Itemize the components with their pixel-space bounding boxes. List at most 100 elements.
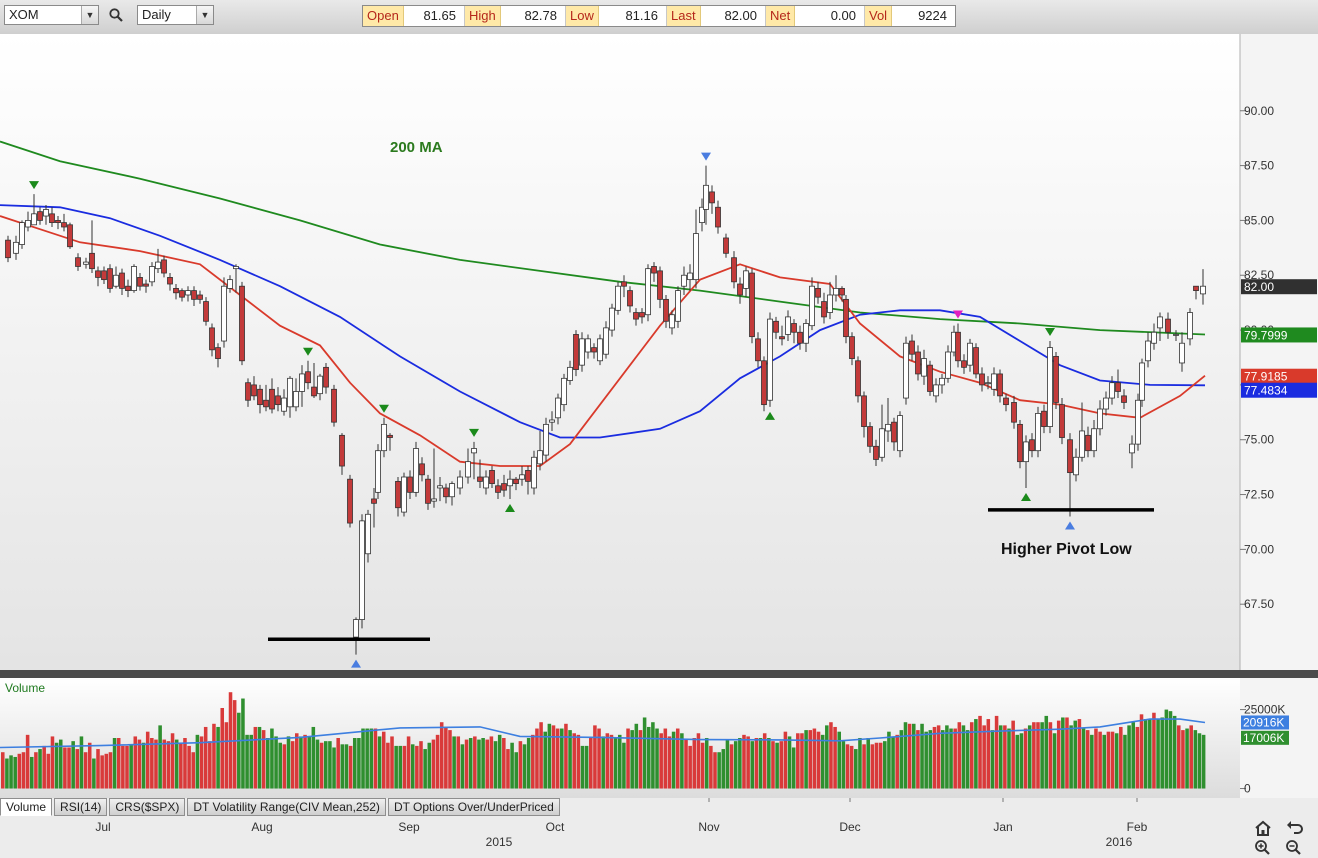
candle-down (815, 287, 821, 298)
tab-rsi[interactable]: RSI(14) (54, 798, 108, 816)
candle-down (1017, 423, 1023, 463)
chevron-down-icon[interactable]: ▼ (196, 6, 213, 24)
ma200-annotation: 200 MA (390, 139, 443, 156)
candle-down (251, 384, 257, 397)
candle-up (281, 397, 287, 412)
volume-bar-down (796, 733, 800, 789)
candle-up (25, 220, 31, 228)
volume-bar-up (543, 731, 547, 789)
candle-up (401, 476, 407, 513)
candle-up (507, 478, 513, 487)
candle-down (339, 434, 345, 467)
volume-bar-down (1152, 712, 1156, 789)
candle-up (1079, 430, 1085, 458)
candle-up (945, 351, 951, 379)
candle-up (885, 423, 891, 432)
undo-icon[interactable] (1287, 821, 1303, 834)
price-label-box (1241, 279, 1317, 295)
candle-up (299, 373, 305, 392)
volume-bar-down (729, 744, 734, 789)
volume-bar-down (34, 752, 38, 789)
volume-bar-up (791, 747, 796, 789)
price-axis-area (1240, 34, 1318, 670)
volume-bar-down (638, 730, 643, 789)
volume-bar-down (700, 742, 705, 789)
candle-down (275, 395, 281, 406)
price-label-box (1241, 368, 1317, 384)
volume-bar-up (423, 749, 427, 789)
volume-bar-down (539, 722, 543, 789)
volume-bar-up (129, 744, 133, 789)
volume-bar-up (961, 725, 966, 789)
candle-down (119, 272, 125, 289)
volume-bar-down (870, 744, 875, 789)
interval-select[interactable]: Daily ▼ (137, 5, 214, 25)
candle-down (1193, 285, 1199, 291)
volume-bar-down (829, 722, 833, 789)
volume-bar-down (862, 744, 866, 789)
indicator-tabs: Volume RSI(14) CRS($SPX) DT Volatility R… (0, 798, 562, 816)
tab-dt-volatility-range[interactable]: DT Volatility Range(CIV Mean,252) (187, 798, 386, 816)
candle-up (681, 274, 687, 287)
pivot-marker (303, 347, 313, 356)
zoom-in-icon[interactable] (1255, 840, 1270, 855)
candle-up (83, 261, 89, 265)
volume-bar-up (274, 736, 278, 789)
volume-bar-down (46, 753, 51, 789)
time-tick-label: Jul (95, 820, 110, 834)
tab-crs[interactable]: CRS($SPX) (109, 798, 186, 816)
volume-bar-down (203, 726, 208, 789)
volume-bar-up (361, 728, 365, 789)
volume-bar-up (717, 752, 721, 789)
home-icon[interactable] (1255, 820, 1271, 836)
volume-bar-up (315, 739, 320, 789)
zoom-out-icon[interactable] (1286, 840, 1301, 855)
candle-down (245, 382, 251, 401)
volume-bar-down (696, 733, 701, 789)
candle-down (909, 340, 915, 355)
volume-bar-down (162, 739, 167, 789)
volume-bar-up (837, 731, 842, 789)
tab-volume[interactable]: Volume (0, 798, 53, 816)
chevron-down-icon[interactable]: ▼ (81, 6, 98, 24)
volume-bar-down (104, 753, 109, 789)
price-chart[interactable]: Volume 90.0087.5085.0082.5080.0077.5075.… (0, 34, 1318, 858)
candle-up (693, 233, 699, 281)
volume-bar-down (555, 728, 560, 789)
volume-bar-up (369, 728, 374, 789)
price-label: 77.9185 (1244, 370, 1288, 384)
volume-bar-down (953, 728, 957, 789)
volume-bar-up (787, 736, 792, 789)
search-icon[interactable] (109, 8, 123, 22)
volume-bar-down (936, 725, 941, 789)
volume-bar-down (220, 708, 225, 789)
symbol-select[interactable]: XOM ▼ (4, 5, 99, 25)
volume-bar-up (1148, 719, 1152, 789)
volume-bar-up (725, 739, 730, 789)
candle-up (1073, 456, 1079, 476)
volume-bar-up (630, 730, 634, 789)
price-tick-label: 85.00 (1244, 213, 1274, 227)
volume-bar-up (340, 744, 345, 789)
candle-up (687, 272, 693, 281)
volume-bar-down (191, 752, 196, 789)
volume-bar-down (121, 745, 125, 789)
volume-bar-down (348, 745, 353, 789)
candle-down (347, 478, 353, 524)
candle-up (449, 483, 455, 498)
candle-up (1103, 397, 1109, 410)
volume-bar-up (1160, 717, 1164, 789)
volume-bar-down (133, 736, 138, 789)
volume-bar-up (1168, 711, 1173, 789)
candle-down (1115, 382, 1121, 392)
volume-bar-up (1131, 722, 1136, 789)
candle-up (809, 285, 815, 327)
candle-down (179, 290, 185, 298)
tab-dt-options[interactable]: DT Options Over/UnderPriced (387, 798, 560, 816)
volume-bar-up (924, 731, 928, 789)
panel-splitter[interactable] (0, 670, 1318, 678)
volume-bar-down (253, 726, 258, 789)
pivot-marker (1021, 492, 1031, 501)
volume-bar-down (381, 731, 386, 789)
volume-bar-up (1193, 730, 1198, 789)
